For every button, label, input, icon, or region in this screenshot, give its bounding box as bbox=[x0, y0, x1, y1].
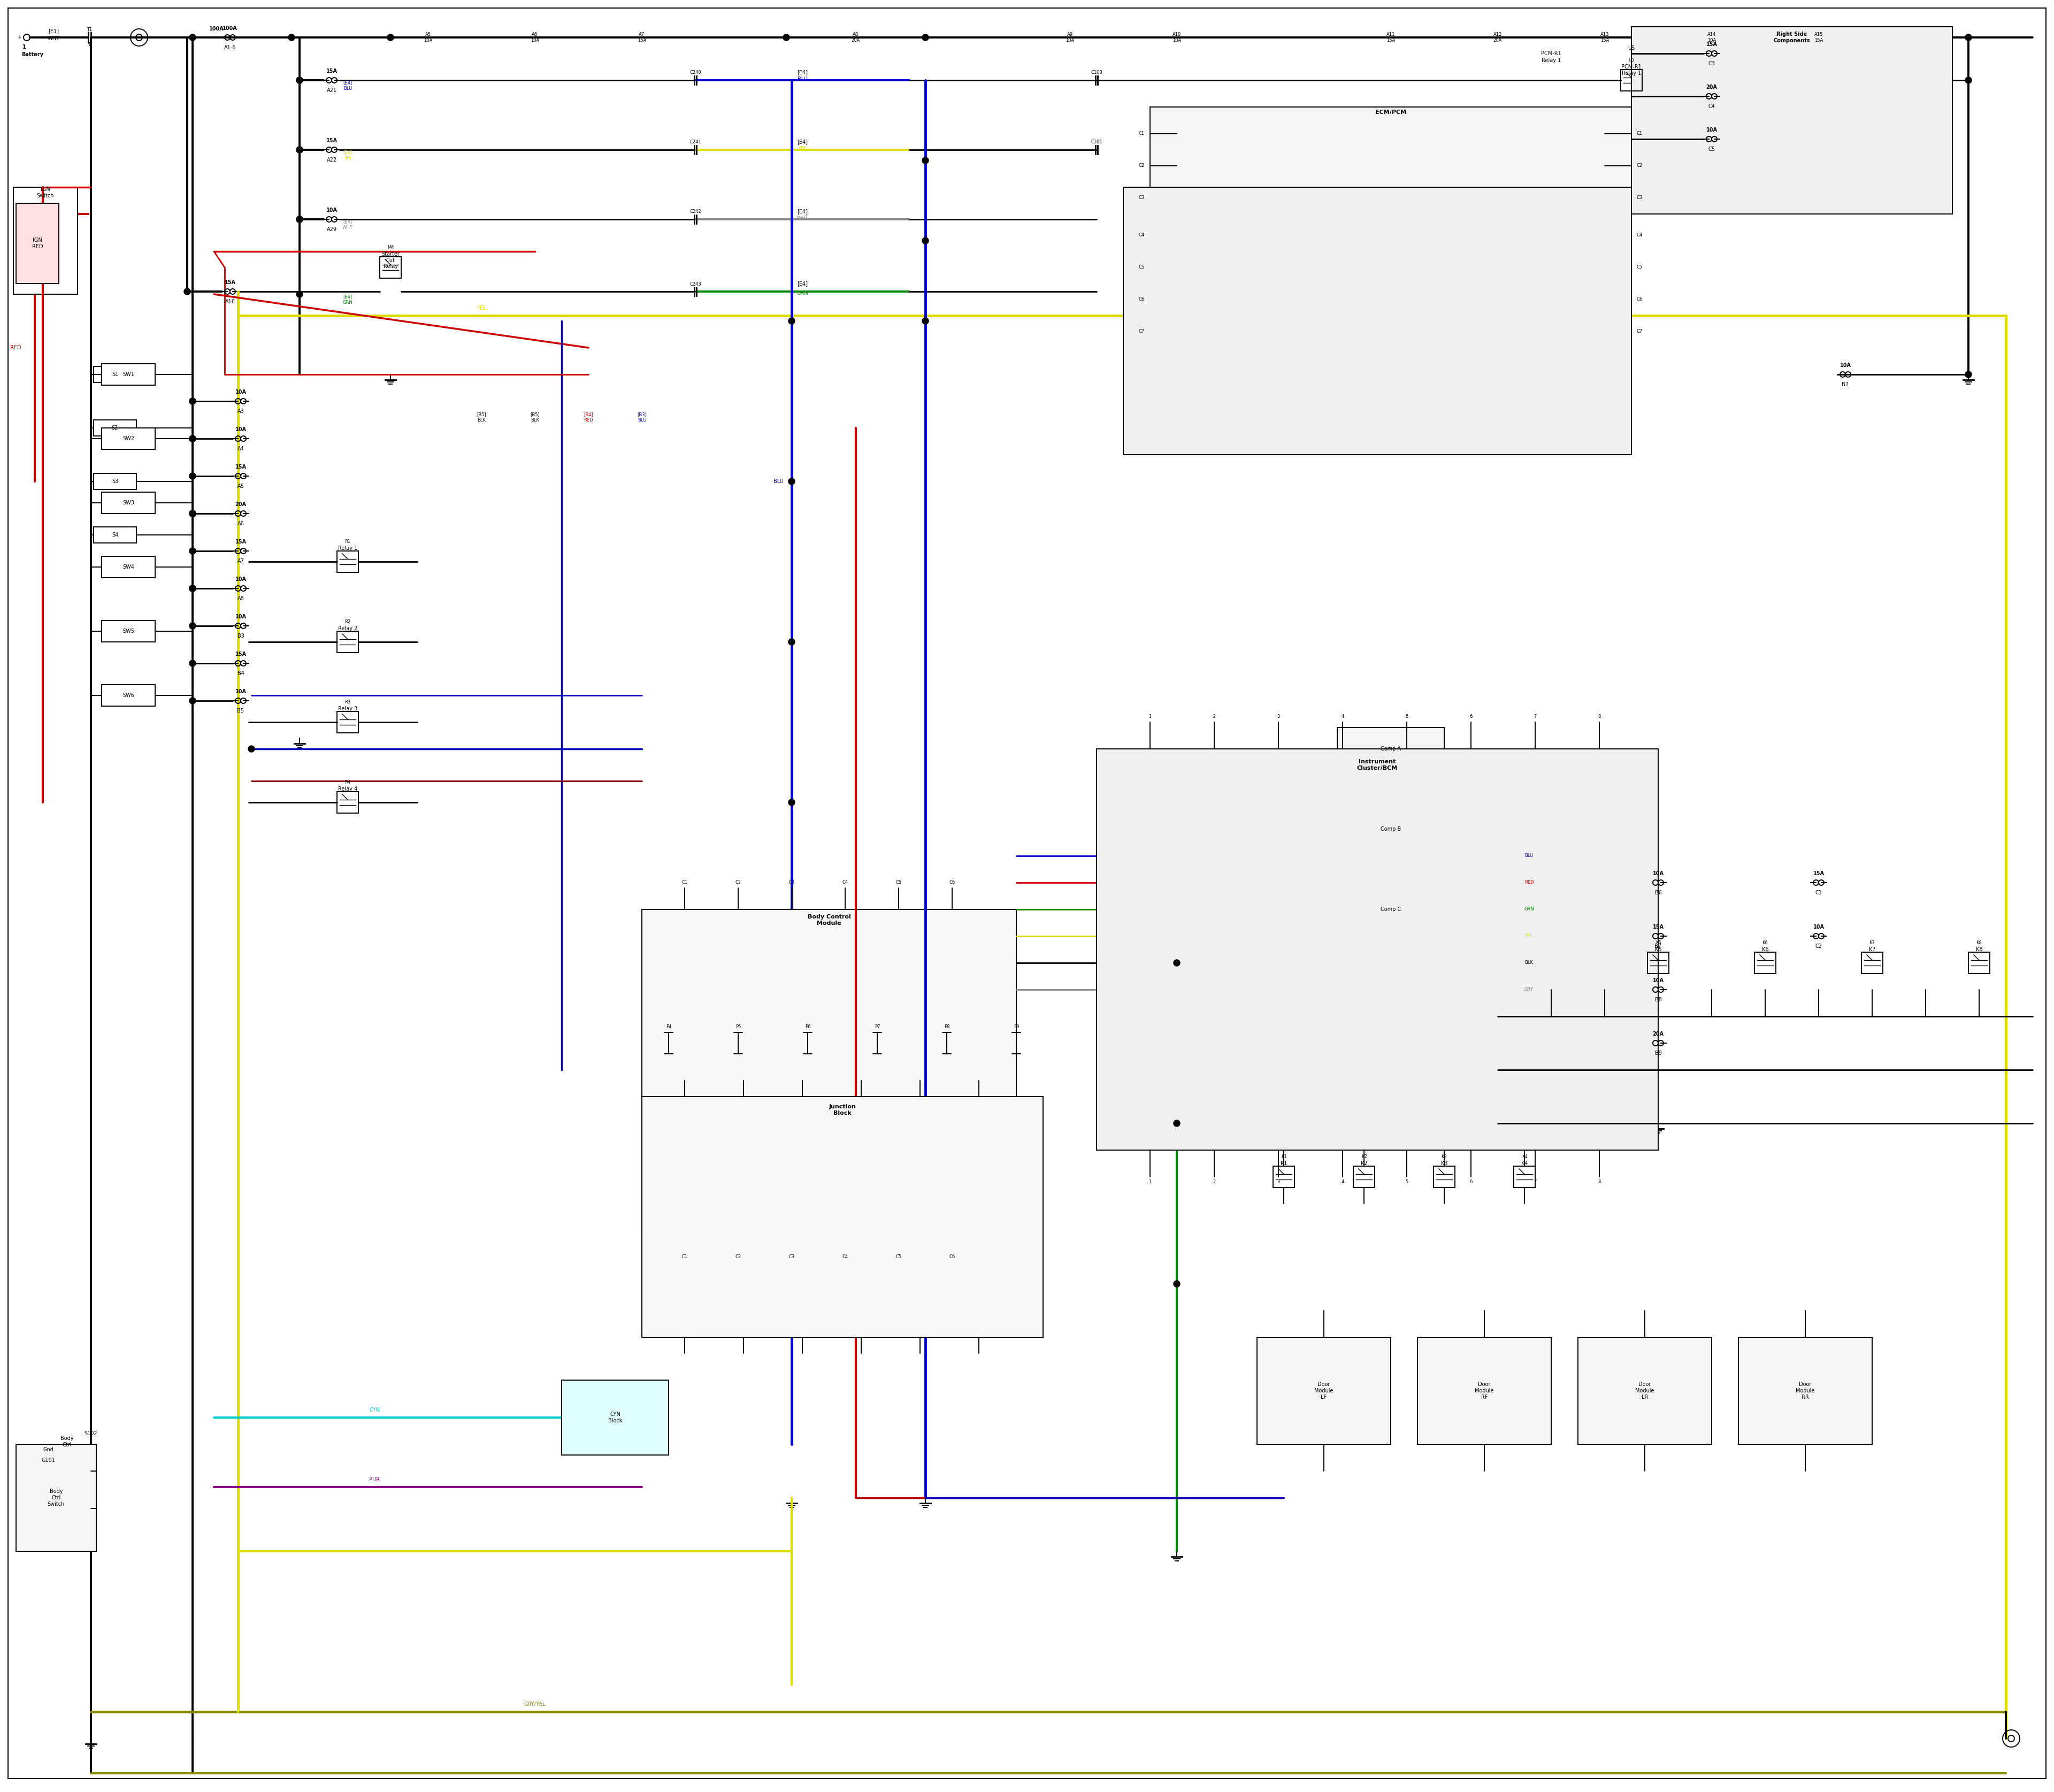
Circle shape bbox=[388, 34, 394, 41]
Text: A13
15A: A13 15A bbox=[1600, 32, 1608, 43]
Circle shape bbox=[189, 398, 195, 405]
Bar bbox=[337, 792, 357, 814]
Bar bbox=[641, 909, 1017, 1231]
Text: Gnd: Gnd bbox=[43, 1446, 53, 1452]
Text: 15A: 15A bbox=[327, 68, 337, 73]
Text: SW1: SW1 bbox=[123, 371, 134, 376]
Circle shape bbox=[922, 238, 928, 244]
Text: [B5]
BLK: [B5] BLK bbox=[530, 412, 540, 423]
Text: [E4]
WHT: [E4] WHT bbox=[343, 219, 353, 229]
Text: 3: 3 bbox=[1278, 1179, 1280, 1185]
Text: 15A: 15A bbox=[234, 652, 246, 658]
Text: 100A: 100A bbox=[210, 27, 224, 32]
Text: 10A: 10A bbox=[234, 426, 246, 432]
Text: 20A: 20A bbox=[1653, 1032, 1664, 1038]
Text: 2: 2 bbox=[1212, 715, 1216, 719]
Circle shape bbox=[789, 317, 795, 324]
Text: C2: C2 bbox=[1637, 163, 1643, 168]
Text: P9: P9 bbox=[1013, 1025, 1019, 1029]
Text: Comp A: Comp A bbox=[1380, 745, 1401, 751]
Text: C3: C3 bbox=[1709, 61, 1715, 66]
Circle shape bbox=[189, 511, 195, 516]
Bar bbox=[1514, 1167, 1534, 1188]
Text: [B4]
RED: [B4] RED bbox=[583, 412, 594, 423]
Text: A11
15A: A11 15A bbox=[1386, 32, 1395, 43]
Text: B2: B2 bbox=[1842, 382, 1849, 387]
Text: Body
Ctrl: Body Ctrl bbox=[60, 1435, 74, 1448]
Text: Instrument
Cluster/BCM: Instrument Cluster/BCM bbox=[1358, 760, 1399, 771]
Text: GRN: GRN bbox=[797, 290, 807, 296]
Text: C7: C7 bbox=[1138, 330, 1144, 333]
Text: 7: 7 bbox=[1534, 1179, 1536, 1185]
Circle shape bbox=[789, 638, 795, 645]
Text: Door
Module
RR: Door Module RR bbox=[1795, 1382, 1816, 1400]
Text: YEL: YEL bbox=[1524, 934, 1532, 939]
Circle shape bbox=[789, 799, 795, 806]
Circle shape bbox=[296, 147, 302, 152]
Text: T1: T1 bbox=[86, 27, 92, 32]
Text: C1: C1 bbox=[1637, 131, 1643, 136]
Text: K5: K5 bbox=[1656, 941, 1662, 944]
Text: K1: K1 bbox=[1280, 1161, 1288, 1167]
Text: C6: C6 bbox=[949, 1254, 955, 1260]
Text: P7: P7 bbox=[875, 1025, 879, 1029]
Circle shape bbox=[783, 34, 789, 41]
Bar bbox=[1621, 70, 1641, 91]
Text: 1: 1 bbox=[23, 45, 27, 50]
Text: PCM-R1
Relay 1: PCM-R1 Relay 1 bbox=[1621, 65, 1641, 75]
Text: C4: C4 bbox=[1138, 233, 1144, 238]
Text: Comp C: Comp C bbox=[1380, 907, 1401, 912]
Text: PUR: PUR bbox=[370, 1477, 380, 1482]
Text: C5: C5 bbox=[1138, 265, 1144, 271]
Text: A7: A7 bbox=[238, 559, 244, 564]
Text: A5: A5 bbox=[238, 484, 244, 489]
Circle shape bbox=[189, 511, 195, 516]
Text: C6: C6 bbox=[949, 880, 955, 885]
Bar bbox=[1273, 1167, 1294, 1188]
Text: Junction
Block: Junction Block bbox=[830, 1104, 857, 1116]
Text: K7: K7 bbox=[1869, 941, 1875, 944]
Bar bbox=[1754, 952, 1777, 973]
Bar bbox=[1968, 952, 1990, 973]
Text: +: + bbox=[16, 34, 21, 39]
Text: SW6: SW6 bbox=[123, 694, 134, 699]
Text: A15
15A: A15 15A bbox=[1814, 32, 1824, 43]
Circle shape bbox=[922, 317, 928, 324]
Bar bbox=[94, 527, 136, 543]
Text: Door
Module
RF: Door Module RF bbox=[1475, 1382, 1493, 1400]
Text: C6: C6 bbox=[1637, 297, 1643, 303]
Text: [E4]
BLU: [E4] BLU bbox=[343, 81, 353, 91]
Text: A9
10A: A9 10A bbox=[1066, 32, 1074, 43]
Text: S4: S4 bbox=[111, 532, 119, 538]
Text: B4: B4 bbox=[238, 670, 244, 676]
Text: ECM/PCM: ECM/PCM bbox=[1376, 109, 1407, 115]
Text: K1: K1 bbox=[1282, 1154, 1286, 1159]
Text: B7: B7 bbox=[1656, 944, 1662, 950]
Text: 20A: 20A bbox=[1707, 84, 1717, 90]
Text: C4: C4 bbox=[1637, 233, 1643, 238]
Text: IGN
RED: IGN RED bbox=[33, 238, 43, 249]
Text: 15A: 15A bbox=[1707, 41, 1717, 47]
Text: K4: K4 bbox=[1522, 1161, 1528, 1167]
Text: 1: 1 bbox=[1148, 715, 1152, 719]
Text: C3: C3 bbox=[1138, 195, 1144, 201]
Bar bbox=[1577, 1337, 1711, 1444]
Text: K5: K5 bbox=[1656, 946, 1662, 952]
Circle shape bbox=[189, 548, 195, 554]
Text: U5: U5 bbox=[1629, 57, 1635, 63]
Text: 10A: 10A bbox=[234, 389, 246, 394]
Circle shape bbox=[189, 473, 195, 478]
Text: 100A: 100A bbox=[222, 25, 238, 30]
Text: 10A: 10A bbox=[327, 208, 337, 213]
Text: C6: C6 bbox=[1138, 297, 1144, 303]
Bar bbox=[1150, 108, 1631, 375]
Circle shape bbox=[189, 659, 195, 667]
Text: SW3: SW3 bbox=[123, 500, 134, 505]
Text: SW4: SW4 bbox=[123, 564, 134, 570]
Bar bbox=[101, 685, 156, 706]
Text: R4: R4 bbox=[345, 780, 351, 785]
Circle shape bbox=[1173, 1120, 1179, 1127]
Circle shape bbox=[189, 435, 195, 443]
Circle shape bbox=[922, 158, 928, 163]
Text: C4: C4 bbox=[842, 880, 848, 885]
